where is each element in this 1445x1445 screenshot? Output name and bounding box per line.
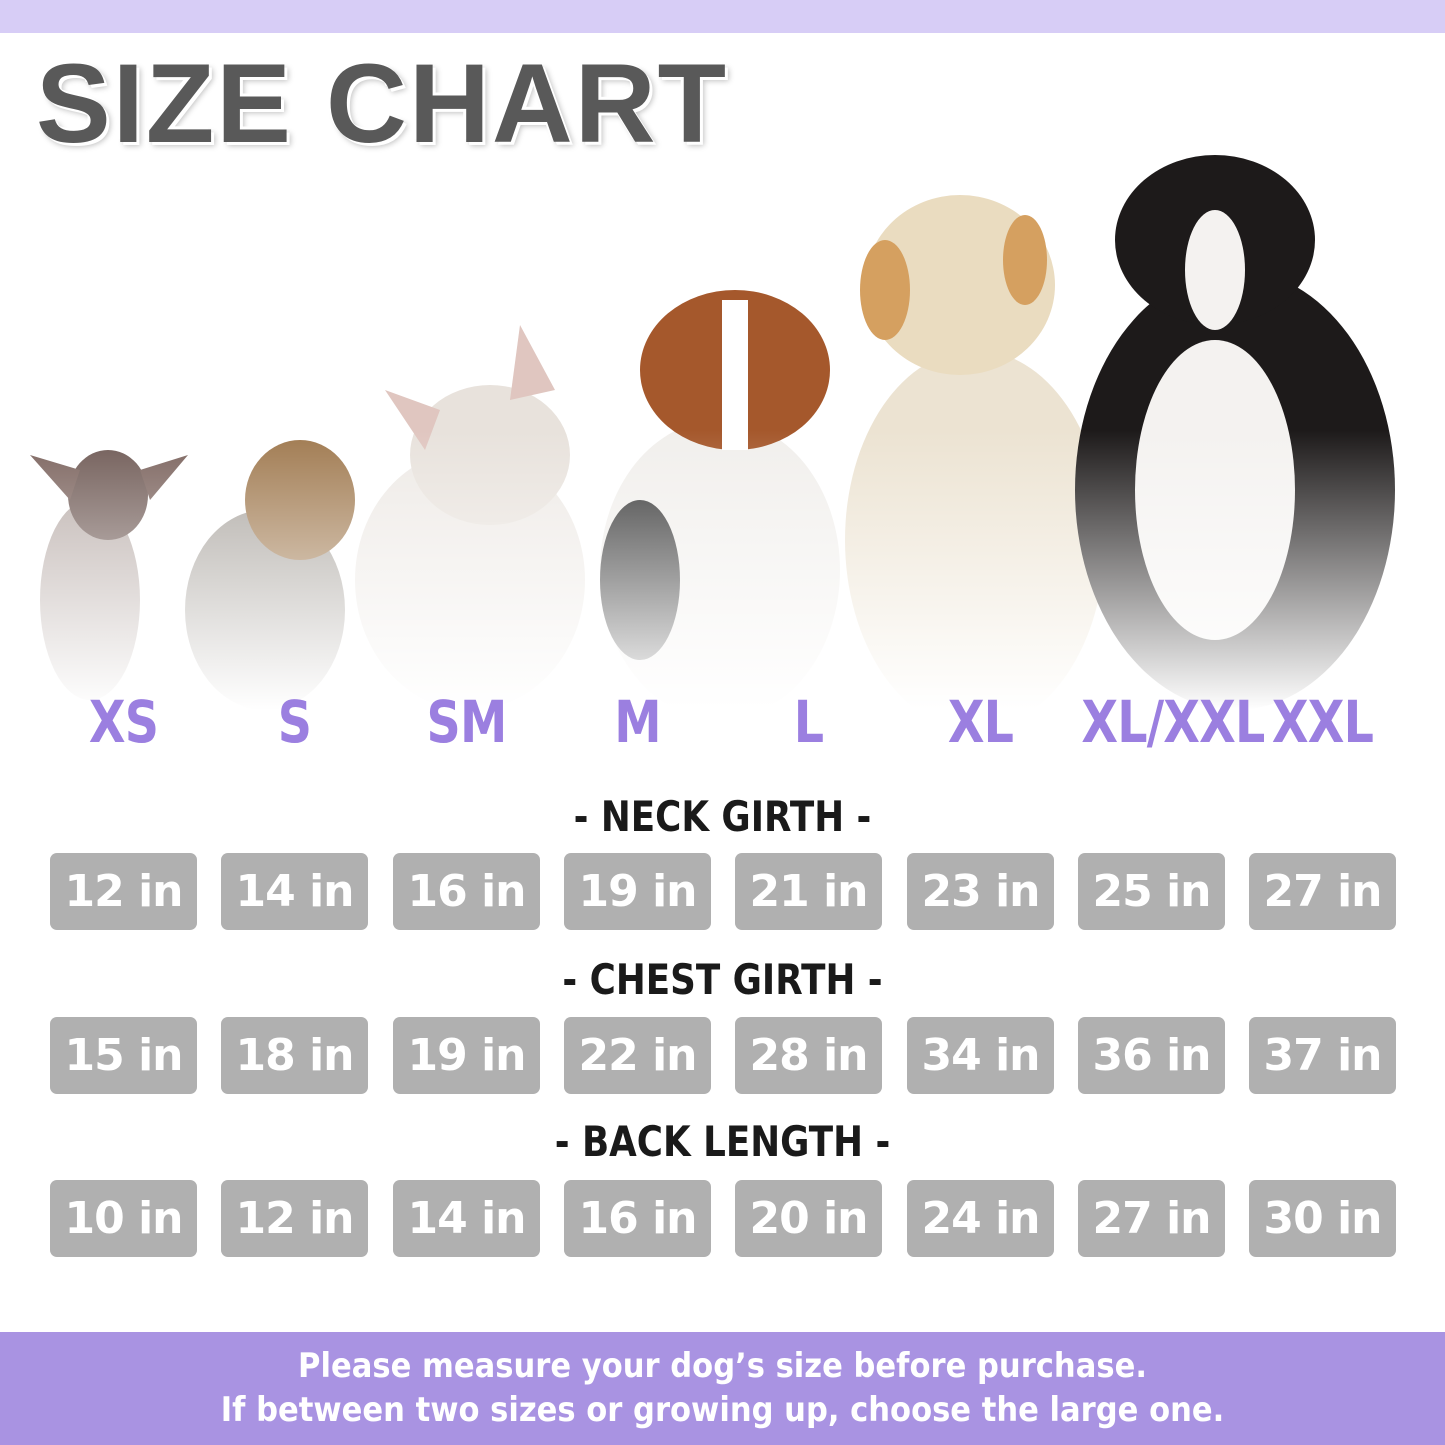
neck-girth-value-xs: 12 in [50, 853, 197, 930]
neck-girth-value-xl-xxl: 25 in [1078, 853, 1225, 930]
neck-girth-value-sm: 16 in [393, 853, 540, 930]
footer-line-1: Please measure your dog’s size before pu… [298, 1346, 1147, 1386]
size-label-l: L [793, 688, 824, 756]
chest-girth-value-xl: 34 in [907, 1017, 1054, 1094]
chest-girth-value-xxl: 37 in [1249, 1017, 1396, 1094]
dog-photos [0, 150, 1445, 710]
back-length-value-xl: 24 in [907, 1180, 1054, 1257]
back-length-heading: - BACK LENGTH - [554, 1117, 891, 1166]
neck-girth-value-s: 14 in [221, 853, 368, 930]
chest-girth-value-s: 18 in [221, 1017, 368, 1094]
back-length-value-m: 16 in [564, 1180, 711, 1257]
neck-girth-value-l: 21 in [735, 853, 882, 930]
size-label-s: S [277, 688, 312, 756]
footer-note: Please measure your dog’s size before pu… [0, 1332, 1445, 1445]
size-label-sm: SM [426, 688, 508, 756]
chest-girth-value-xs: 15 in [50, 1017, 197, 1094]
chest-girth-value-l: 28 in [735, 1017, 882, 1094]
size-label-xl: XL [947, 688, 1014, 756]
size-label-m: M [614, 688, 661, 756]
neck-girth-value-xl: 23 in [907, 853, 1054, 930]
back-length-value-xs: 10 in [50, 1180, 197, 1257]
chest-girth-value-xl-xxl: 36 in [1078, 1017, 1225, 1094]
back-length-value-l: 20 in [735, 1180, 882, 1257]
neck-girth-heading: - NECK GIRTH - [573, 792, 872, 841]
back-length-value-s: 12 in [221, 1180, 368, 1257]
chest-girth-heading: - CHEST GIRTH - [562, 955, 883, 1004]
back-length-value-sm: 14 in [393, 1180, 540, 1257]
neck-girth-value-m: 19 in [564, 853, 711, 930]
back-length-value-xxl: 30 in [1249, 1180, 1396, 1257]
page-title: SIZE CHART [36, 41, 728, 166]
size-label-xxl: XXL [1271, 688, 1374, 756]
neck-girth-value-xxl: 27 in [1249, 853, 1396, 930]
top-band [0, 0, 1445, 33]
chest-girth-value-m: 22 in [564, 1017, 711, 1094]
size-label-xl-xxl: XL/XXL [1081, 688, 1265, 756]
chest-girth-value-sm: 19 in [393, 1017, 540, 1094]
size-label-xs: XS [88, 688, 159, 756]
back-length-value-xl-xxl: 27 in [1078, 1180, 1225, 1257]
footer-line-2: If between two sizes or growing up, choo… [220, 1390, 1225, 1430]
